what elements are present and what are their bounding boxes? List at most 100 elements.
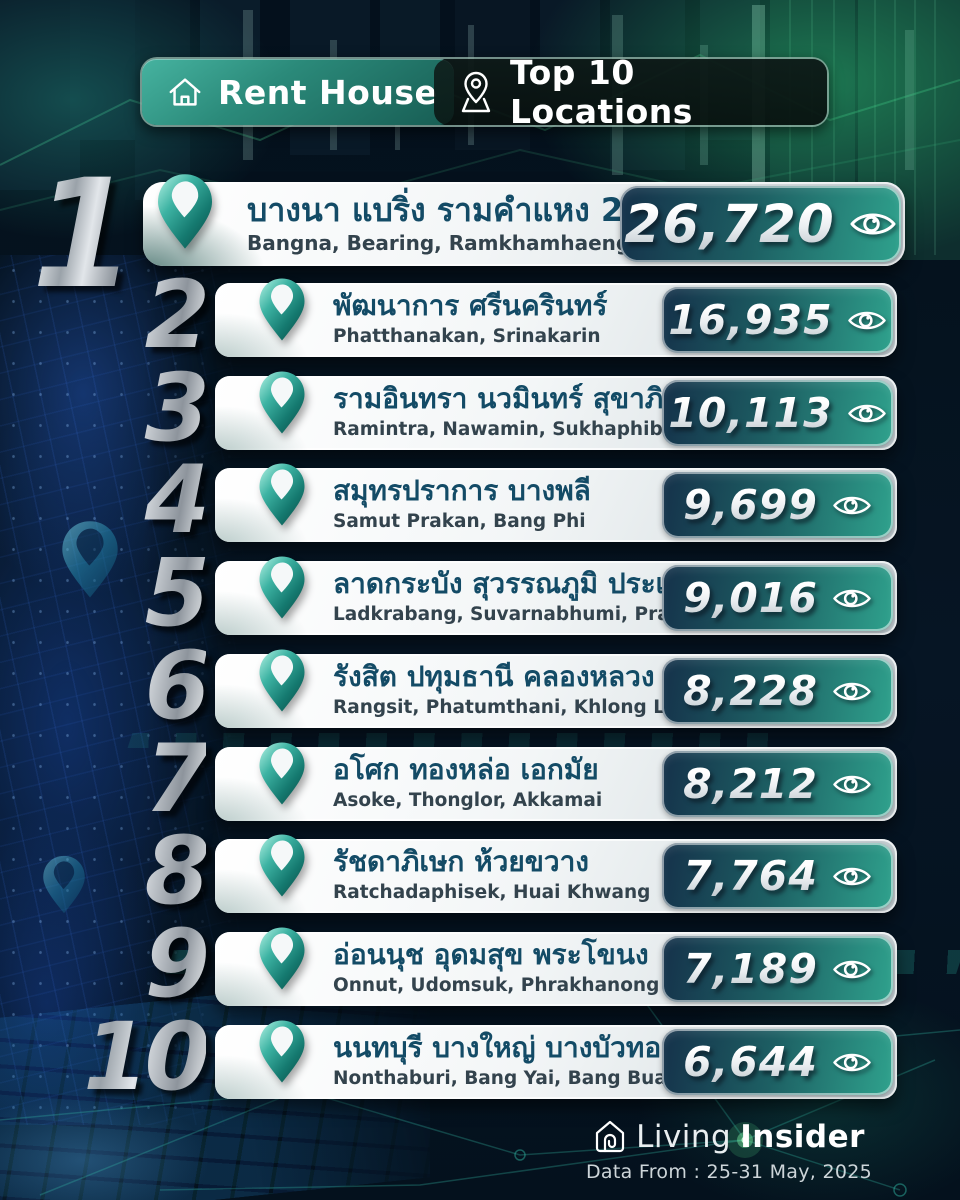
brand-living: Living <box>636 1119 732 1155</box>
data-period-label: Data From : 25-31 May, 2025 <box>585 1161 873 1183</box>
home-icon <box>169 78 201 106</box>
location-pin-icon <box>259 834 305 897</box>
location-card[interactable]: อโศก ทองหล่อ เอกมัย Asoke, Thonglor, Akk… <box>215 742 897 821</box>
location-name-th: รังสิต ปทุมธานี คลองหลวง <box>333 660 655 693</box>
brand-insider: Insider <box>740 1119 865 1155</box>
location-name-en: Bangna, Bearing, Ramkhamhaeng 2 <box>247 231 652 255</box>
ranking-row: 1 บางนา แบริ่ง รามคำแหง 2 Bangna, Bearin… <box>0 160 960 310</box>
location-pin-icon <box>259 556 305 619</box>
location-name-en: Asoke, Thonglor, Akkamai <box>333 790 603 811</box>
location-card[interactable]: อ่อนนุช อุดมสุข พระโขนง Onnut, Udomsuk, … <box>215 927 897 1006</box>
location-pin-icon <box>259 1020 305 1083</box>
eye-icon <box>833 682 871 700</box>
views-panel: 26,720 <box>620 186 901 262</box>
location-card[interactable]: สมุทรปราการ บางพลี Samut Prakan, Bang Ph… <box>215 463 897 542</box>
rank-number: 10 <box>20 1011 210 1105</box>
eye-icon <box>847 311 886 329</box>
rank-number: 4 <box>20 454 210 548</box>
eye-icon <box>833 960 871 978</box>
living-insider-logo: Living Insider <box>593 1118 865 1156</box>
location-pin-icon <box>259 371 305 434</box>
eye-icon <box>833 775 871 793</box>
eye-icon <box>833 1053 871 1071</box>
location-name-th: พัฒนาการ ศรีนครินทร์ <box>333 289 608 322</box>
location-name-en: Rangsit, Phatumthani, Khlong Luang <box>333 697 718 718</box>
location-card[interactable]: รามอินทรา นวมินทร์ สุขาภิบาล Ramintra, N… <box>215 371 897 450</box>
ranking-row: 8 รัชดาภิเษก ห้วยขวาง Ratchadaphisek, Hu… <box>0 825 960 919</box>
views-count: 10,113 <box>668 388 833 437</box>
location-card[interactable]: รังสิต ปทุมธานี คลองหลวง Rangsit, Phatum… <box>215 649 897 728</box>
views-panel: 7,189 <box>662 936 893 1002</box>
ranking-row: 3 รามอินทรา นวมินทร์ สุขาภิบาล Ramintra,… <box>0 362 960 456</box>
location-pin-icon <box>158 174 212 249</box>
views-panel: 8,212 <box>662 751 893 817</box>
location-name-en: Phatthanakan, Srinakarin <box>333 326 601 347</box>
ranking-row: 9 อ่อนนุช อุดมสุข พระโขนง Onnut, Udomsuk… <box>0 918 960 1012</box>
views-panel: 16,935 <box>662 287 893 353</box>
location-name-en: Ladkrabang, Suvarnabhumi, Prawet <box>333 604 709 625</box>
ranking-row: 4 สมุทรปราการ บางพลี Samut Prakan, Bang … <box>0 454 960 548</box>
rank-number: 5 <box>20 547 210 641</box>
views-panel: 8,228 <box>662 658 893 724</box>
eye-icon <box>833 496 871 514</box>
views-count: 9,016 <box>683 573 818 622</box>
location-name-th: สมุทรปราการ บางพลี <box>333 474 591 507</box>
location-name-en: Nonthaburi, Bang Yai, Bang Bua Thong <box>333 1068 739 1089</box>
header-pill: Rent House Top 10 Locations <box>140 53 829 131</box>
eye-icon <box>833 589 871 607</box>
rank-number: 7 <box>20 733 210 827</box>
views-count: 16,935 <box>668 295 833 344</box>
views-count: 8,228 <box>683 666 818 715</box>
tab-rent-house-label: Rent House <box>218 72 438 112</box>
eye-icon <box>847 404 886 422</box>
location-pin-icon <box>259 278 305 341</box>
views-panel: 10,113 <box>662 380 893 446</box>
living-insider-house-icon <box>595 1120 625 1153</box>
rank-number: 3 <box>20 362 210 456</box>
rank-number: 6 <box>20 640 210 734</box>
location-card[interactable]: นนทบุรี บางใหญ่ บางบัวทอง Nonthaburi, Ba… <box>215 1020 897 1099</box>
location-name-th: อ่อนนุช อุดมสุข พระโขนง <box>333 938 649 971</box>
location-name-en: Ramintra, Nawamin, Sukhaphiban <box>333 419 689 440</box>
location-pin-icon <box>259 649 305 712</box>
eye-icon <box>850 213 896 235</box>
eye-icon <box>833 867 871 885</box>
tab-top-10-locations[interactable]: Top 10 Locations <box>434 53 827 131</box>
location-card[interactable]: ลาดกระบัง สุวรรณภูมิ ประเวศ Ladkrabang, … <box>215 556 897 635</box>
ranking-row: 5 ลาดกระบัง สุวรรณภูมิ ประเวศ Ladkrabang… <box>0 547 960 641</box>
ranking-row: 6 รังสิต ปทุมธานี คลองหลวง Rangsit, Phat… <box>0 640 960 734</box>
ranking-row: 7 อโศก ทองหล่อ เอกมัย Asoke, Thonglor, A… <box>0 733 960 827</box>
location-card[interactable]: รัชดาภิเษก ห้วยขวาง Ratchadaphisek, Huai… <box>215 834 897 913</box>
views-panel: 9,016 <box>662 565 893 631</box>
tab-top-10-locations-label: Top 10 Locations <box>510 53 693 131</box>
views-count: 7,764 <box>683 851 818 900</box>
location-name-en: Samut Prakan, Bang Phi <box>333 511 586 532</box>
location-card[interactable]: พัฒนาการ ศรีนครินทร์ Phatthanakan, Srina… <box>215 278 897 357</box>
diagonal-dash-band <box>127 733 783 748</box>
views-count: 9,699 <box>683 480 818 529</box>
location-pin-icon <box>259 927 305 990</box>
rank-number: 2 <box>20 269 210 363</box>
views-count: 7,189 <box>683 944 818 993</box>
views-count: 8,212 <box>683 759 818 808</box>
location-card[interactable]: บางนา แบริ่ง รามคำแหง 2 Bangna, Bearing,… <box>143 174 905 266</box>
rank-number: 9 <box>20 918 210 1012</box>
views-panel: 6,644 <box>662 1029 893 1095</box>
views-count: 26,720 <box>624 193 835 255</box>
location-name-th: ลาดกระบัง สุวรรณภูมิ ประเวศ <box>333 567 699 600</box>
rank-number: 8 <box>20 825 210 919</box>
rank-number: 1 <box>14 160 136 310</box>
footer: Living Insider Data From : 25-31 May, 202… <box>564 1118 894 1183</box>
location-name-en: Ratchadaphisek, Huai Khwang <box>333 882 651 903</box>
location-name-th: อโศก ทองหล่อ เอกมัย <box>333 753 599 786</box>
views-panel: 9,699 <box>662 472 893 538</box>
views-panel: 7,764 <box>662 843 893 909</box>
location-name-en: Onnut, Udomsuk, Phrakhanong <box>333 975 660 996</box>
location-name-th: รามอินทรา นวมินทร์ สุขาภิบาล <box>333 382 714 415</box>
location-pin-icon <box>259 742 305 805</box>
views-count: 6,644 <box>683 1037 818 1086</box>
tab-rent-house[interactable]: Rent House <box>142 59 454 125</box>
location-pin-icon <box>259 463 305 526</box>
location-name-th: บางนา แบริ่ง รามคำแหง 2 <box>247 191 624 229</box>
